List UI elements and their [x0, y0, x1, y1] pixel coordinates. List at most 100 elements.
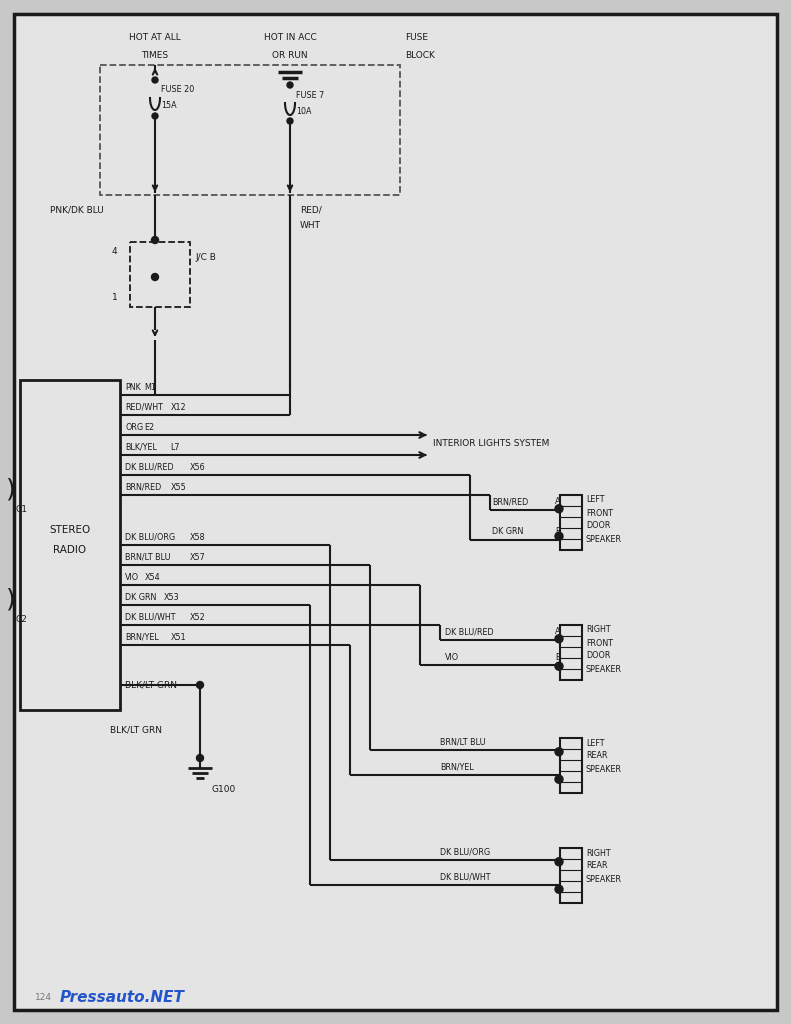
Text: E2: E2 — [145, 423, 154, 431]
Text: J/C B: J/C B — [195, 253, 216, 261]
Text: BLK/LT GRN: BLK/LT GRN — [125, 681, 177, 689]
Text: WHT: WHT — [300, 221, 321, 230]
Text: DOOR: DOOR — [586, 521, 611, 530]
Text: LEFT: LEFT — [586, 496, 604, 505]
Text: BLK/LT GRN: BLK/LT GRN — [110, 725, 162, 734]
Text: ORG: ORG — [125, 423, 143, 431]
Text: SPEAKER: SPEAKER — [586, 874, 622, 884]
Text: BRN/YEL: BRN/YEL — [125, 633, 159, 641]
Text: RED/: RED/ — [300, 206, 322, 214]
Circle shape — [555, 532, 563, 541]
Text: ): ) — [6, 478, 16, 502]
Text: DK GRN: DK GRN — [492, 527, 524, 537]
Circle shape — [555, 663, 563, 671]
Text: RIGHT: RIGHT — [586, 849, 611, 857]
Text: RED/WHT: RED/WHT — [125, 402, 163, 412]
Text: RADIO: RADIO — [54, 545, 86, 555]
Circle shape — [287, 118, 293, 124]
Text: M1: M1 — [145, 383, 157, 391]
Text: BLOCK: BLOCK — [405, 50, 435, 59]
Bar — [130, 242, 190, 307]
Bar — [560, 625, 582, 680]
Bar — [560, 738, 582, 793]
Text: HOT AT ALL: HOT AT ALL — [129, 34, 181, 43]
Circle shape — [555, 886, 563, 893]
Text: Pressauto.NET: Pressauto.NET — [60, 990, 185, 1006]
Text: VIO: VIO — [445, 652, 459, 662]
Bar — [100, 65, 400, 195]
Text: 4: 4 — [112, 248, 118, 256]
Text: X53: X53 — [164, 593, 180, 601]
Text: FUSE 20: FUSE 20 — [161, 85, 195, 94]
Text: X57: X57 — [190, 553, 206, 561]
Text: 15A: 15A — [161, 101, 176, 111]
Text: FRONT: FRONT — [586, 639, 613, 647]
Text: X55: X55 — [171, 482, 186, 492]
Text: STEREO: STEREO — [49, 525, 91, 535]
Text: SPEAKER: SPEAKER — [586, 665, 622, 674]
Text: DK BLU/ORG: DK BLU/ORG — [125, 532, 175, 542]
Bar — [560, 495, 582, 550]
Text: 1: 1 — [112, 293, 118, 301]
Text: BRN/LT BLU: BRN/LT BLU — [125, 553, 171, 561]
Text: C1: C1 — [15, 506, 27, 514]
Text: PNK: PNK — [125, 383, 141, 391]
Circle shape — [555, 858, 563, 865]
Text: B: B — [555, 527, 561, 537]
Text: A: A — [555, 498, 561, 507]
Circle shape — [555, 635, 563, 643]
Text: ): ) — [6, 588, 16, 612]
Text: BRN/YEL: BRN/YEL — [440, 763, 474, 771]
Text: C2: C2 — [15, 615, 27, 625]
Text: SPEAKER: SPEAKER — [586, 765, 622, 773]
Circle shape — [196, 755, 203, 762]
Text: DK BLU/WHT: DK BLU/WHT — [440, 872, 490, 882]
Text: BLK/YEL: BLK/YEL — [125, 442, 157, 452]
Text: REAR: REAR — [586, 752, 607, 761]
Text: DK BLU/ORG: DK BLU/ORG — [440, 848, 490, 856]
Text: B: B — [555, 652, 561, 662]
Text: X58: X58 — [190, 532, 206, 542]
Text: SPEAKER: SPEAKER — [586, 535, 622, 544]
Text: DK BLU/RED: DK BLU/RED — [445, 628, 494, 637]
Circle shape — [152, 273, 158, 281]
Circle shape — [555, 775, 563, 783]
Text: BRN/RED: BRN/RED — [125, 482, 161, 492]
Text: REAR: REAR — [586, 861, 607, 870]
Text: INTERIOR LIGHTS SYSTEM: INTERIOR LIGHTS SYSTEM — [433, 438, 550, 447]
Text: HOT IN ACC: HOT IN ACC — [263, 34, 316, 43]
Text: DOOR: DOOR — [586, 651, 611, 660]
Circle shape — [555, 505, 563, 513]
Text: VIO: VIO — [125, 572, 139, 582]
Text: OR RUN: OR RUN — [272, 50, 308, 59]
Text: RIGHT: RIGHT — [586, 626, 611, 635]
Text: FUSE: FUSE — [405, 34, 428, 43]
Text: X52: X52 — [190, 612, 206, 622]
Bar — [560, 848, 582, 903]
Circle shape — [555, 748, 563, 756]
Text: X12: X12 — [171, 402, 186, 412]
Bar — [20, 380, 120, 710]
Text: G100: G100 — [212, 785, 237, 795]
Text: X56: X56 — [190, 463, 206, 471]
Text: X51: X51 — [171, 633, 186, 641]
Text: TIMES: TIMES — [142, 50, 168, 59]
Text: BRN/RED: BRN/RED — [492, 498, 528, 507]
Text: FUSE 7: FUSE 7 — [296, 90, 324, 99]
Text: LEFT: LEFT — [586, 738, 604, 748]
Text: DK BLU/RED: DK BLU/RED — [125, 463, 174, 471]
Text: DK GRN: DK GRN — [125, 593, 157, 601]
Circle shape — [152, 113, 158, 119]
Text: FRONT: FRONT — [586, 509, 613, 517]
Text: 10A: 10A — [296, 106, 312, 116]
Circle shape — [152, 237, 158, 244]
Text: L7: L7 — [171, 442, 180, 452]
Text: X54: X54 — [145, 572, 160, 582]
Text: DK BLU/WHT: DK BLU/WHT — [125, 612, 176, 622]
Text: PNK/DK BLU: PNK/DK BLU — [50, 206, 104, 214]
Circle shape — [196, 682, 203, 688]
Text: 124: 124 — [35, 993, 52, 1002]
Text: BRN/LT BLU: BRN/LT BLU — [440, 737, 486, 746]
Circle shape — [152, 77, 158, 83]
Text: A: A — [555, 628, 561, 637]
